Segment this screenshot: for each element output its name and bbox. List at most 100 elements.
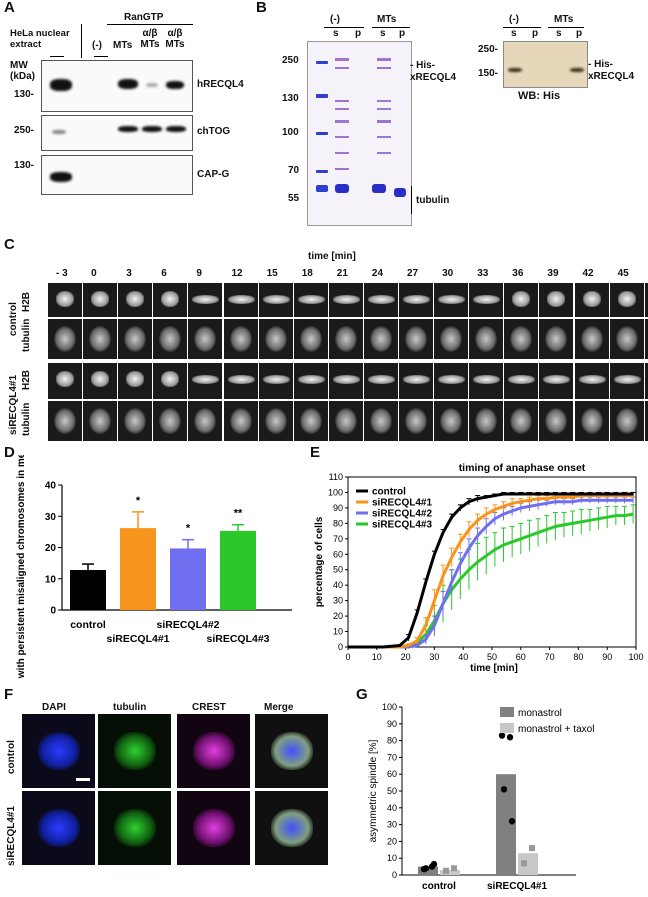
- lane-label: (-): [92, 40, 102, 51]
- legend-swatch: [500, 723, 514, 733]
- chromatin-signal: [582, 291, 601, 307]
- time-tick: 27: [407, 268, 419, 279]
- y-tick-label: 60: [387, 769, 397, 779]
- time-tick: 33: [477, 268, 489, 279]
- timelapse-frame: [293, 319, 328, 359]
- y-tick-label: 100: [382, 702, 397, 712]
- blot-capg: [41, 155, 193, 195]
- gel-group-label: (-): [330, 14, 340, 25]
- y-tick-label: 40: [333, 580, 343, 590]
- band: [50, 172, 72, 182]
- chromatin-signal: [403, 375, 430, 384]
- spindle-signal: [334, 408, 357, 434]
- band: [570, 68, 584, 72]
- chromatin-signal: [297, 295, 325, 304]
- x-tick-label: 70: [545, 652, 555, 662]
- signal-blob: [193, 732, 235, 770]
- y-tick-label: 0: [50, 606, 56, 617]
- signal-blob: [38, 809, 80, 847]
- spindle-signal: [405, 326, 427, 352]
- panel-label-a: A: [4, 0, 15, 16]
- significance-mark: *: [136, 495, 141, 507]
- mw-label: MW (kDa): [10, 60, 36, 82]
- y-tick-label: 90: [387, 719, 397, 729]
- timelapse-frame: [48, 363, 83, 399]
- chromatin-signal: [403, 295, 430, 304]
- timelapse-frame: [399, 319, 434, 359]
- bar: [440, 869, 460, 875]
- y-tick-label: 10: [333, 627, 343, 637]
- group-line: [548, 27, 584, 28]
- timelapse-frame: [188, 363, 223, 399]
- legend-label: monastrol: [518, 708, 562, 719]
- y-tick-label: 10: [45, 574, 57, 585]
- timelapse-frame: [609, 363, 644, 399]
- if-image: [177, 714, 250, 788]
- spindle-signal: [89, 408, 112, 434]
- time-tick: 0: [91, 268, 97, 279]
- timelapse-frame: [363, 283, 398, 317]
- rangtp-bracket: [107, 24, 193, 25]
- timelapse-frame: [153, 319, 188, 359]
- legend-swatch: [500, 707, 514, 717]
- gel-marker: 130: [282, 93, 299, 104]
- gel-marker: 250: [282, 55, 299, 66]
- column-label: tubulin: [113, 702, 147, 713]
- spindle-signal: [299, 408, 322, 434]
- lane-dash: [50, 56, 64, 57]
- band: [118, 126, 138, 132]
- chromatin-signal: [512, 291, 531, 307]
- timelapse-frame: [328, 363, 363, 399]
- spindle-signal: [194, 326, 217, 352]
- time-tick: - 3: [56, 268, 68, 279]
- x-tick-label: 40: [458, 652, 468, 662]
- bar: [496, 774, 516, 875]
- y-tick-label: 20: [333, 611, 343, 621]
- data-point: [529, 845, 535, 852]
- timelapse-frame: [644, 363, 648, 399]
- y-axis-label: asymmetric spindle [%]: [368, 739, 379, 842]
- series-line: [348, 498, 634, 649]
- blot-chtog: [41, 115, 193, 151]
- condition-label-sirecql4: siRECQL4#1: [8, 374, 19, 435]
- spindle-signal: [615, 326, 638, 352]
- data-point: [508, 818, 516, 825]
- timelapse-frame: [609, 283, 644, 317]
- spindle-signal: [54, 326, 76, 352]
- data-point: [506, 734, 514, 741]
- spindle-signal: [159, 408, 182, 434]
- chromatin-signal: [438, 295, 466, 304]
- lane-label: MTs: [113, 40, 133, 51]
- timelapse-frame: [223, 319, 258, 359]
- wb-caption: WB: His: [518, 90, 561, 102]
- marker-label: 130-: [14, 89, 35, 100]
- timelapse-frame: [399, 401, 434, 441]
- wb-lane-label: p: [532, 28, 539, 39]
- spindle-signal: [369, 408, 392, 434]
- chromatin-signal: [332, 375, 360, 384]
- chart-title: timing of anaphase onset: [459, 462, 586, 474]
- timelapse-frame: [539, 401, 574, 441]
- if-image: [177, 791, 250, 865]
- timelapse-frame: [258, 319, 293, 359]
- chart-anaphase-onset: 0 10 20 30 40 50 60 70 80 90 100 0 10 20 30 40 50 60 70 80 9…: [314, 462, 644, 674]
- timelapse-frame: [293, 401, 328, 441]
- timelapse-frame: [83, 283, 118, 317]
- timelapse-frame: [574, 319, 609, 359]
- time-tick: 42: [582, 268, 594, 279]
- chromatin-signal: [508, 375, 536, 384]
- signal-blob: [38, 732, 80, 770]
- data-point: [443, 867, 449, 874]
- time-tick: 36: [512, 268, 524, 279]
- signal-blob: [114, 732, 156, 770]
- bar: [170, 548, 206, 610]
- wb-lane-label: p: [576, 28, 583, 39]
- extract-label: HeLa nuclear extract: [10, 28, 70, 50]
- bar: [70, 570, 106, 610]
- x-tick-label: 60: [516, 652, 526, 662]
- lane-label: α/β MTs: [140, 28, 160, 50]
- timelapse-frame: [48, 319, 83, 359]
- gel-lane-label: p: [399, 28, 406, 39]
- channel-label-tubulin: tubulin: [21, 318, 32, 352]
- y-tick-label: 30: [333, 596, 343, 606]
